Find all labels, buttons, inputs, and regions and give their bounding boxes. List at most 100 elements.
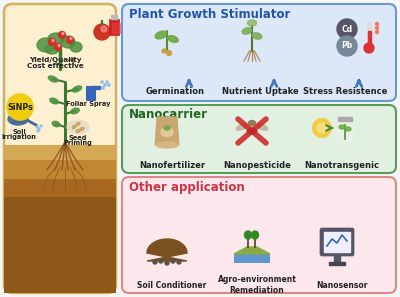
Circle shape [376, 26, 378, 29]
Bar [338, 117, 352, 121]
Bar [109, 19, 119, 35]
Ellipse shape [252, 33, 262, 39]
Bar [337, 119, 353, 141]
Ellipse shape [37, 38, 55, 52]
Text: Nanosensor: Nanosensor [316, 280, 368, 290]
Circle shape [101, 81, 103, 83]
Circle shape [7, 94, 33, 120]
Bar [86, 86, 95, 100]
Ellipse shape [244, 231, 252, 239]
Text: SiNPs: SiNPs [7, 102, 33, 111]
Ellipse shape [345, 127, 351, 131]
FancyBboxPatch shape [320, 228, 354, 256]
Circle shape [313, 119, 331, 137]
Text: Pb: Pb [341, 42, 353, 50]
Ellipse shape [236, 124, 248, 130]
Ellipse shape [252, 231, 258, 239]
Ellipse shape [164, 126, 170, 130]
Circle shape [153, 260, 157, 264]
Circle shape [364, 43, 374, 53]
Bar [367, 22, 371, 48]
Bar [92, 86, 100, 89]
Ellipse shape [48, 33, 64, 45]
Text: Cost effective: Cost effective [27, 63, 83, 69]
Text: Nanocarrier: Nanocarrier [129, 108, 208, 121]
Text: Plant Growth Stimulator: Plant Growth Stimulator [129, 7, 290, 20]
Circle shape [54, 43, 62, 50]
Text: Cd: Cd [342, 24, 352, 34]
Text: Yield/Quality: Yield/Quality [29, 57, 81, 63]
Text: Foliar Spray: Foliar Spray [66, 101, 110, 107]
Circle shape [337, 36, 357, 56]
Ellipse shape [248, 20, 256, 26]
Bar [111, 15, 117, 19]
Circle shape [171, 259, 175, 263]
Circle shape [376, 31, 378, 34]
Bar [329, 262, 345, 265]
Ellipse shape [72, 86, 82, 92]
Ellipse shape [71, 108, 79, 114]
Bar [12, 116, 26, 122]
Circle shape [62, 32, 64, 34]
Circle shape [38, 128, 40, 130]
Ellipse shape [48, 76, 58, 82]
Bar [4, 197, 116, 215]
Text: Seed: Seed [69, 135, 87, 141]
Ellipse shape [67, 120, 89, 134]
Circle shape [162, 49, 166, 53]
Ellipse shape [52, 121, 60, 127]
Circle shape [101, 26, 107, 32]
Circle shape [159, 259, 163, 263]
Polygon shape [155, 117, 179, 145]
Polygon shape [234, 247, 270, 254]
FancyBboxPatch shape [4, 4, 116, 293]
Ellipse shape [72, 126, 76, 129]
Text: Nanopesticide: Nanopesticide [223, 160, 291, 170]
Bar [234, 253, 270, 263]
Circle shape [317, 123, 327, 133]
Ellipse shape [248, 121, 256, 126]
Text: Other application: Other application [129, 181, 245, 194]
Ellipse shape [156, 142, 178, 148]
Circle shape [58, 45, 60, 47]
Bar [4, 179, 116, 197]
Ellipse shape [50, 98, 58, 104]
Text: Nanotransgenic: Nanotransgenic [304, 160, 380, 170]
Ellipse shape [155, 31, 167, 39]
Circle shape [37, 130, 39, 132]
Text: Nanofertilizer: Nanofertilizer [139, 160, 205, 170]
Text: Soil: Soil [12, 129, 26, 135]
Ellipse shape [61, 36, 75, 48]
Text: Irrigation: Irrigation [2, 134, 36, 140]
Ellipse shape [168, 36, 178, 42]
Circle shape [40, 125, 42, 127]
Circle shape [52, 40, 54, 42]
Ellipse shape [8, 113, 28, 125]
Text: Soil Conditioner: Soil Conditioner [137, 280, 207, 290]
Circle shape [104, 84, 106, 86]
Ellipse shape [339, 125, 345, 129]
Circle shape [58, 31, 66, 39]
Bar [4, 145, 116, 160]
Bar [112, 23, 120, 33]
Circle shape [48, 39, 56, 45]
Ellipse shape [242, 28, 252, 34]
Ellipse shape [256, 124, 268, 130]
Ellipse shape [247, 128, 257, 134]
Circle shape [376, 23, 378, 26]
FancyBboxPatch shape [122, 4, 396, 101]
Circle shape [166, 50, 172, 56]
Ellipse shape [45, 44, 59, 54]
Ellipse shape [76, 129, 80, 132]
Text: Germination: Germination [146, 88, 204, 97]
Bar [324, 232, 350, 252]
Ellipse shape [80, 127, 84, 130]
Ellipse shape [161, 127, 173, 137]
Circle shape [337, 19, 357, 39]
FancyBboxPatch shape [122, 105, 396, 173]
Text: Agro-environment
Remediation: Agro-environment Remediation [218, 275, 296, 295]
Bar [368, 31, 370, 46]
Polygon shape [147, 239, 187, 261]
Bar [4, 215, 116, 293]
Circle shape [106, 81, 108, 83]
